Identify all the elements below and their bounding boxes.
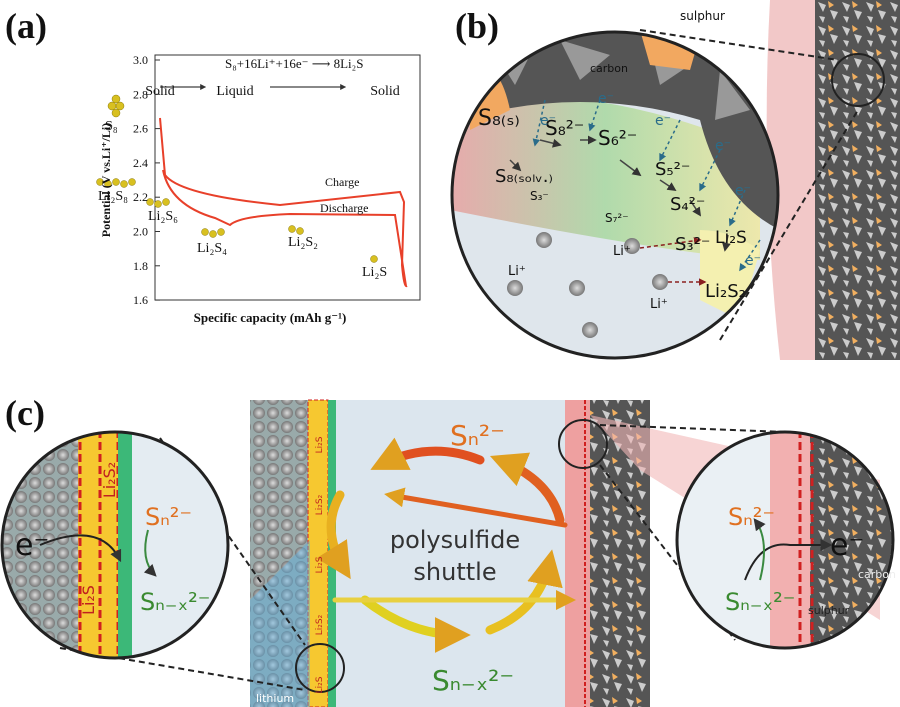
layer-label: Li₂S (79, 585, 98, 615)
material-label: sulphur (680, 9, 725, 23)
shuttle-label: shuttle (413, 558, 496, 586)
electron-label: e⁻ (655, 113, 671, 129)
species-label: S₃⁻ (530, 189, 549, 203)
species-label: Sₙ²⁻ (728, 503, 775, 531)
shuttle-label: polysulfide (390, 526, 520, 554)
phase-label: Solid (370, 84, 400, 99)
electron-label: e⁻ (540, 113, 556, 129)
electron-label: e⁻ (15, 528, 49, 563)
species-label: S₈ (105, 119, 118, 134)
species-label: S₈₍ₛ₎ (478, 106, 520, 131)
species-label: Li₂S₈ (98, 189, 128, 204)
y-axis-label: Potential (V vs.Li⁺/Li) (99, 123, 113, 237)
y-tick-label: 1.8 (133, 259, 148, 273)
strip-label: Li₂S₂ (315, 614, 325, 635)
electrolyte-band (565, 400, 590, 707)
x-axis-label: Specific capacity (mAh g⁻¹) (194, 310, 347, 325)
species-label: Sₙ₋ₓ²⁻ (432, 664, 514, 697)
curve-label: Discharge (320, 201, 368, 215)
species-label: S₅²⁻ (655, 159, 690, 180)
y-tick-label: 2.4 (133, 156, 148, 170)
electron-label: e⁻ (830, 528, 864, 563)
material-label: carbon (590, 62, 628, 75)
strip-label: Li₂S (315, 556, 325, 573)
y-tick-label: 2.2 (133, 190, 148, 204)
species-label: S₃²⁻ (675, 234, 710, 255)
ion-label: Li⁺ (508, 264, 526, 279)
species-label: S₄²⁻ (670, 194, 705, 215)
y-tick-label: 1.6 (133, 293, 148, 307)
material-label: carbon (858, 568, 896, 581)
equation: S₈+16Li⁺+16e⁻ ⟶ 8Li₂S (225, 56, 363, 71)
charge-curve (160, 118, 407, 286)
species-label: Li₂S₆ (148, 209, 178, 224)
y-tick-label: 2.0 (133, 225, 148, 239)
species-label: S₈₍ₛₒₗᵥ.₎ (495, 166, 553, 187)
electron-label: e⁻ (715, 138, 731, 154)
strip-label: Li₂S (315, 676, 325, 693)
species-label: S₆²⁻ (598, 126, 637, 150)
species-label: Li₂S₂ (288, 235, 318, 250)
figure: (a) S₈+16Li⁺+16e⁻ ⟶ 8Li₂S Solid Liquid Solid… (0, 0, 900, 707)
material-label: sulphur (808, 604, 850, 617)
strip-label: Li₂S (315, 436, 325, 453)
ion-label: Li⁺ (650, 297, 668, 312)
ion-label: Li⁺ (613, 244, 631, 259)
y-tick-label: 2.6 (133, 122, 148, 136)
strip-label: Li₂S₂ (315, 494, 325, 515)
y-tick-label: 2.8 (133, 87, 148, 101)
species-label: Sₙ²⁻ (145, 503, 192, 531)
species-label: Li₂S₄ (197, 241, 227, 256)
species-label: Sₙ₋ₓ²⁻ (725, 588, 795, 616)
y-tick-label: 3.0 (133, 53, 148, 67)
electron-label: e⁻ (745, 253, 761, 269)
species-label: S₇²⁻ (605, 211, 629, 225)
anode-label: lithium (256, 692, 294, 705)
panel-label: (a) (5, 6, 47, 46)
layer-label: Li₂S₂ (100, 462, 119, 498)
species-label: Li₂S (362, 265, 387, 280)
panel-label: (c) (5, 393, 45, 433)
phase-label: Solid (145, 84, 175, 99)
species-label: Li₂S (715, 228, 747, 248)
electron-label: e⁻ (598, 91, 614, 107)
electron-label: e⁻ (735, 183, 751, 199)
species-label: Li₂S₂ (705, 281, 746, 302)
phase-label: Liquid (216, 84, 253, 99)
species-label: Sₙ²⁻ (450, 419, 505, 452)
panel-label: (b) (455, 6, 499, 46)
curve-label: Charge (325, 175, 359, 189)
species-label: Sₙ₋ₓ²⁻ (140, 588, 210, 616)
